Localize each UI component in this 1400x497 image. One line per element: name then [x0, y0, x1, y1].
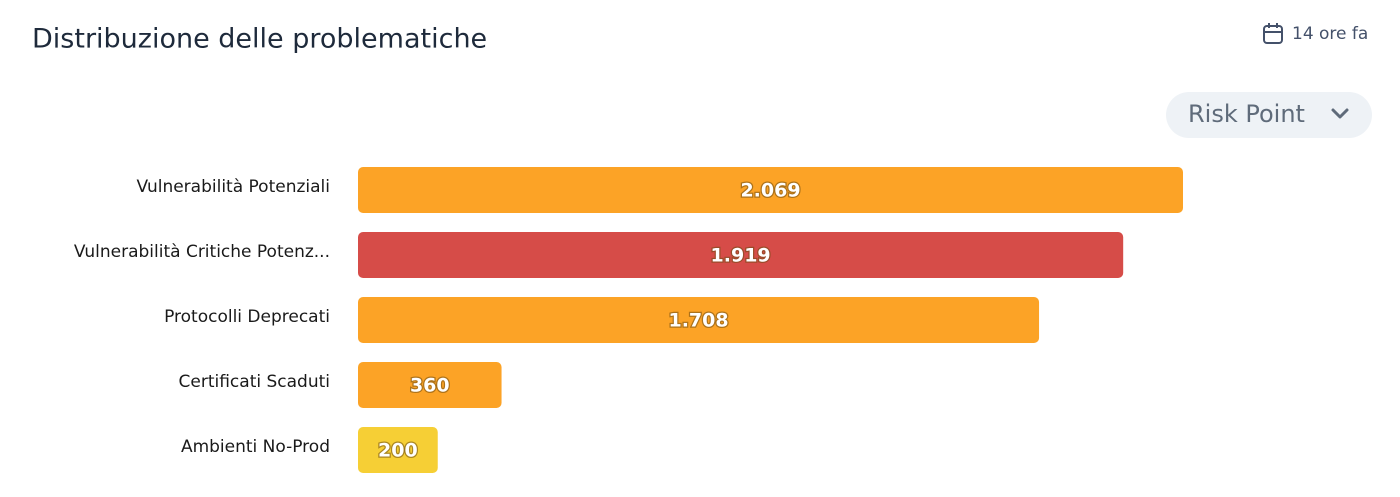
category-label: Vulnerabilità Critiche Potenz...: [74, 242, 330, 262]
value-label: 360: [410, 375, 450, 397]
chevron[interactable]: [1331, 108, 1349, 119]
updated-time: 14 ore fa: [1292, 24, 1368, 44]
dropdown-label[interactable]: Risk Point: [1188, 100, 1305, 128]
category-label: Vulnerabilità Potenziali: [136, 177, 330, 197]
calendar-icon: [1263, 23, 1283, 44]
value-label: 2.069: [740, 180, 800, 202]
dropdown-bg[interactable]: [1166, 92, 1372, 138]
bar: [358, 167, 1183, 213]
bar: [358, 232, 1124, 278]
chart-title: Distribuzione delle problematiche: [32, 24, 487, 55]
bar: [358, 362, 502, 408]
value-label: 1.919: [711, 245, 771, 267]
value-label: 1.708: [668, 310, 728, 332]
category-label: Ambienti No-Prod: [181, 437, 330, 457]
bar: [358, 297, 1040, 343]
category-label: Certificati Scaduti: [179, 372, 330, 392]
metric-dropdown[interactable]: Risk Point: [1166, 92, 1372, 138]
bar: [358, 427, 438, 473]
category-label: Protocolli Deprecati: [164, 307, 330, 327]
value-label: 200: [378, 440, 418, 462]
